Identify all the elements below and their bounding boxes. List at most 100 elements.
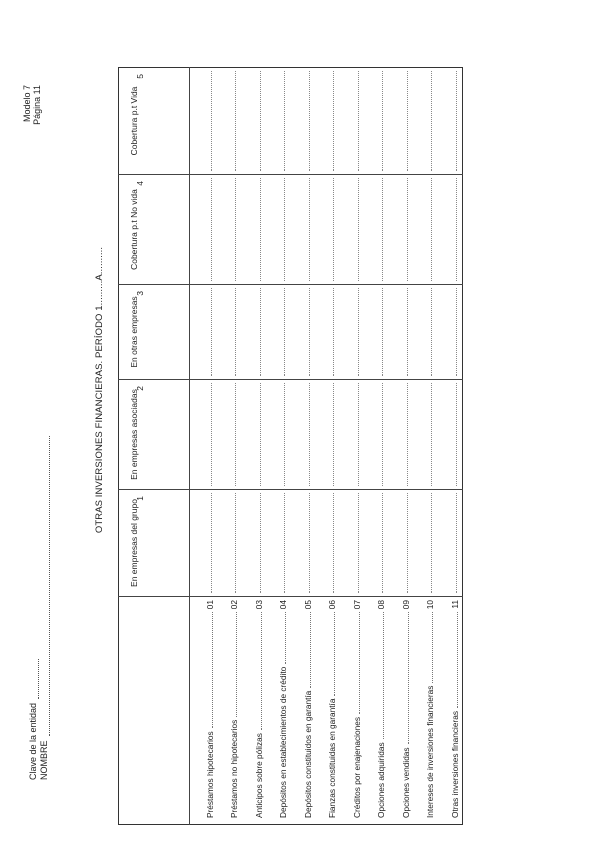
row-label-cell: Créditos por enajenaciones 07 bbox=[337, 597, 362, 825]
column-number: 2 bbox=[135, 386, 145, 391]
value-cell-col-2[interactable] bbox=[435, 379, 460, 490]
value-cell-col-4[interactable] bbox=[410, 174, 435, 285]
value-cell-col-2[interactable] bbox=[239, 379, 264, 490]
dotted-entry-line bbox=[405, 288, 408, 376]
table-row: Fianzas constituidas en garantía 06 bbox=[312, 67, 337, 825]
value-cell-col-1[interactable] bbox=[312, 489, 337, 597]
row-label: Opciones vendidas bbox=[400, 747, 411, 818]
value-cell-col-1[interactable] bbox=[189, 489, 215, 597]
row-label-cell: Opciones vendidas 09 bbox=[386, 597, 411, 825]
value-cell-col-3[interactable] bbox=[239, 284, 264, 380]
dotted-entry-line bbox=[258, 493, 261, 593]
value-cell-col-4[interactable] bbox=[312, 174, 337, 285]
dotted-leader bbox=[358, 612, 360, 714]
dotted-entry-line bbox=[454, 178, 457, 281]
model-info: Modelo 7 Página 11 bbox=[22, 85, 42, 187]
value-cell-col-3[interactable] bbox=[410, 284, 435, 380]
value-cell-col-3[interactable] bbox=[312, 284, 337, 380]
dotted-entry-line bbox=[430, 178, 432, 281]
value-cell-col-1[interactable] bbox=[435, 489, 460, 597]
value-cell-col-4[interactable] bbox=[435, 174, 460, 285]
value-cell-col-5[interactable] bbox=[214, 67, 239, 175]
modelo-number: Modelo 7 bbox=[22, 85, 32, 123]
value-cell-col-1[interactable] bbox=[263, 489, 288, 597]
row-label: Anticipos sobre pólizas bbox=[253, 733, 264, 818]
dotted-entry-line bbox=[332, 383, 334, 486]
dotted-entry-line bbox=[454, 383, 457, 486]
column-label: Cobertura p.t No vida bbox=[129, 189, 139, 270]
value-cell-col-4[interactable] bbox=[337, 174, 362, 285]
value-cell-col-2[interactable] bbox=[410, 379, 435, 490]
value-cell-col-3[interactable] bbox=[337, 284, 362, 380]
dotted-entry-line bbox=[234, 288, 236, 376]
value-cell-col-2[interactable] bbox=[214, 379, 239, 490]
dotted-entry-line bbox=[356, 288, 359, 376]
dotted-leader bbox=[211, 612, 213, 729]
value-cell-col-5[interactable] bbox=[337, 67, 362, 175]
dotted-entry-line bbox=[381, 493, 383, 593]
value-cell-col-5[interactable] bbox=[410, 67, 435, 175]
value-cell-col-4[interactable] bbox=[239, 174, 264, 285]
value-cell-col-4[interactable] bbox=[214, 174, 239, 285]
value-cell-col-4[interactable] bbox=[361, 174, 386, 285]
dotted-entry-line bbox=[381, 383, 383, 486]
row-code: 05 bbox=[302, 600, 313, 610]
row-label: Depósitos en establecimientos de crédito bbox=[278, 666, 288, 818]
value-cell-col-2[interactable] bbox=[288, 379, 313, 490]
dotted-entry-line bbox=[258, 71, 261, 171]
blank-cell bbox=[459, 67, 463, 175]
blank-cell bbox=[459, 284, 463, 380]
value-cell-col-1[interactable] bbox=[361, 489, 386, 597]
value-cell-col-1[interactable] bbox=[214, 489, 239, 597]
value-cell-col-2[interactable] bbox=[263, 379, 288, 490]
value-cell-col-5[interactable] bbox=[435, 67, 460, 175]
value-cell-col-3[interactable] bbox=[435, 284, 460, 380]
value-cell-col-5[interactable] bbox=[288, 67, 313, 175]
value-cell-col-5[interactable] bbox=[263, 67, 288, 175]
row-label: Créditos por enajenaciones bbox=[351, 716, 362, 818]
value-cell-col-3[interactable] bbox=[288, 284, 313, 380]
clave-field[interactable] bbox=[30, 658, 39, 699]
investments-table: En empresas del grupo 1 En empresas asocia… bbox=[118, 67, 463, 825]
value-cell-col-5[interactable] bbox=[189, 67, 215, 175]
dotted-entry-line bbox=[405, 71, 408, 171]
value-cell-col-5[interactable] bbox=[239, 67, 264, 175]
dotted-entry-line bbox=[356, 493, 359, 593]
blank-row bbox=[459, 67, 463, 825]
row-label-cell: Fianzas constituidas en garantía 06 bbox=[313, 597, 337, 825]
nombre-field[interactable] bbox=[41, 436, 50, 737]
value-cell-col-5[interactable] bbox=[312, 67, 337, 175]
value-cell-col-4[interactable] bbox=[386, 174, 411, 285]
value-cell-col-2[interactable] bbox=[312, 379, 337, 490]
value-cell-col-3[interactable] bbox=[361, 284, 386, 380]
column-label: En empresas asociadas bbox=[129, 389, 139, 480]
value-cell-col-3[interactable] bbox=[214, 284, 239, 380]
value-cell-col-2[interactable] bbox=[189, 379, 215, 490]
value-cell-col-1[interactable] bbox=[239, 489, 264, 597]
value-cell-col-1[interactable] bbox=[410, 489, 435, 597]
value-cell-col-5[interactable] bbox=[386, 67, 411, 175]
value-cell-col-3[interactable] bbox=[386, 284, 411, 380]
row-label: Intereses de inversiones financieras bbox=[425, 685, 435, 818]
value-cell-col-5[interactable] bbox=[361, 67, 386, 175]
value-cell-col-2[interactable] bbox=[361, 379, 386, 490]
form-title: OTRAS INVERSIONES FINANCIERAS. PERÍODO 1… bbox=[94, 246, 105, 534]
dotted-entry-line bbox=[209, 493, 212, 593]
value-cell-col-4[interactable] bbox=[189, 174, 215, 285]
dotted-entry-line bbox=[332, 493, 334, 593]
blank-cell bbox=[459, 489, 463, 597]
value-cell-col-2[interactable] bbox=[386, 379, 411, 490]
dotted-leader bbox=[407, 612, 409, 745]
value-cell-col-1[interactable] bbox=[337, 489, 362, 597]
value-cell-col-4[interactable] bbox=[288, 174, 313, 285]
dotted-entry-line bbox=[405, 383, 408, 486]
value-cell-col-1[interactable] bbox=[386, 489, 411, 597]
value-cell-col-2[interactable] bbox=[337, 379, 362, 490]
dotted-entry-line bbox=[234, 178, 236, 281]
value-cell-col-4[interactable] bbox=[263, 174, 288, 285]
value-cell-col-3[interactable] bbox=[263, 284, 288, 380]
value-cell-col-1[interactable] bbox=[288, 489, 313, 597]
column-header-5: Cobertura p.t Vida 5 bbox=[118, 67, 190, 175]
dotted-entry-line bbox=[405, 493, 408, 593]
value-cell-col-3[interactable] bbox=[189, 284, 215, 380]
